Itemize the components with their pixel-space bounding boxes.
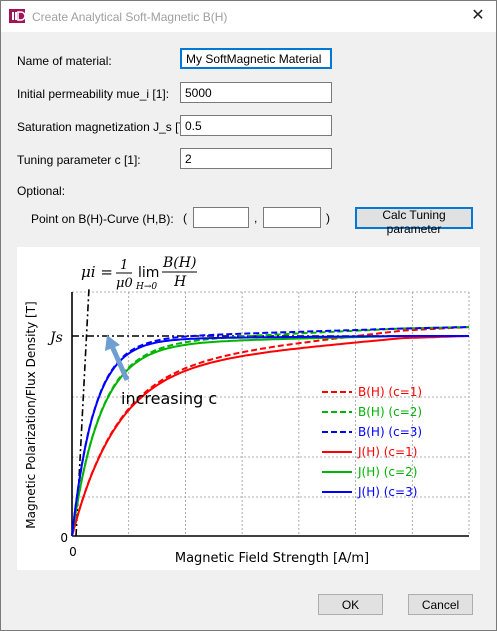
formula-lim: lim [138, 265, 159, 281]
y-axis-label: Magnetic Polarization/Flux Density [T] [24, 301, 38, 528]
point-h-input[interactable] [193, 207, 249, 228]
app-icon [9, 9, 25, 23]
point-label: Point on B(H)-Curve (H,B): [31, 212, 174, 226]
annotation: increasing c [121, 389, 217, 408]
arrow-shaft [109, 344, 130, 382]
paren-close: ) [326, 211, 330, 225]
formula: μi = 1 μ0 lim H→0 B(H) H [81, 255, 197, 292]
saturation-label: Saturation magnetization J_s [T]: [17, 120, 193, 134]
comma-separator: , [254, 211, 258, 225]
optional-label: Optional: [17, 184, 66, 198]
bh-chart: μi = 1 μ0 lim H→0 B(H) H 0 Js 0 Magnetic… [24, 255, 470, 566]
y-tick-0: 0 [60, 531, 68, 545]
point-b-input[interactable] [263, 207, 321, 228]
legend-label: B(H) (c=2) [358, 405, 422, 419]
close-icon[interactable]: ✕ [471, 7, 485, 24]
saturation-input[interactable] [180, 115, 332, 136]
tuning-input[interactable] [180, 148, 332, 169]
formula-fnum: B(H) [162, 255, 196, 271]
legend-label: J(H) (c=1) [357, 445, 417, 459]
legend-label: J(H) (c=2) [357, 465, 417, 479]
ok-button[interactable]: OK [318, 594, 383, 615]
series-line [71, 326, 470, 537]
formula-den: μ0 [116, 276, 133, 291]
name-input[interactable] [180, 48, 332, 69]
arrow-head-icon [105, 335, 120, 351]
formula-fden: H [173, 274, 187, 290]
window-title: Create Analytical Soft-Magnetic B(H) [32, 10, 228, 24]
legend: B(H) (c=1) B(H) (c=2) B(H) (c=3) J(H) (c=1)… [322, 385, 422, 499]
y-tick-js: Js [47, 330, 63, 346]
x-tick-0: 0 [69, 545, 77, 559]
series-line [71, 326, 470, 537]
bh-curve-plot: μi = 1 μ0 lim H→0 B(H) H 0 Js 0 Magnetic… [17, 247, 480, 570]
series-line [71, 335, 470, 537]
legend-label: B(H) (c=1) [358, 385, 422, 399]
formula-lim-sub: H→0 [135, 282, 157, 292]
name-label: Name of material: [17, 54, 112, 68]
cancel-button[interactable]: Cancel [408, 594, 473, 615]
perm-label: Initial permeability mue_i [1]: [17, 87, 170, 101]
curves [71, 326, 470, 537]
legend-label: J(H) (c=3) [357, 485, 417, 499]
title-bar[interactable]: Create Analytical Soft-Magnetic B(H) ✕ [1, 1, 496, 32]
calc-tuning-button[interactable]: Calc Tuning parameter [355, 207, 473, 236]
x-axis-label: Magnetic Field Strength [A/m] [175, 551, 369, 566]
legend-label: B(H) (c=3) [358, 425, 422, 439]
permeability-input[interactable] [180, 82, 332, 103]
tuning-label: Tuning parameter c [1]: [17, 153, 141, 167]
paren-open: ( [183, 211, 187, 225]
series-line [71, 335, 469, 537]
formula-num: 1 [120, 258, 128, 273]
formula-lhs: μi = [81, 263, 113, 281]
